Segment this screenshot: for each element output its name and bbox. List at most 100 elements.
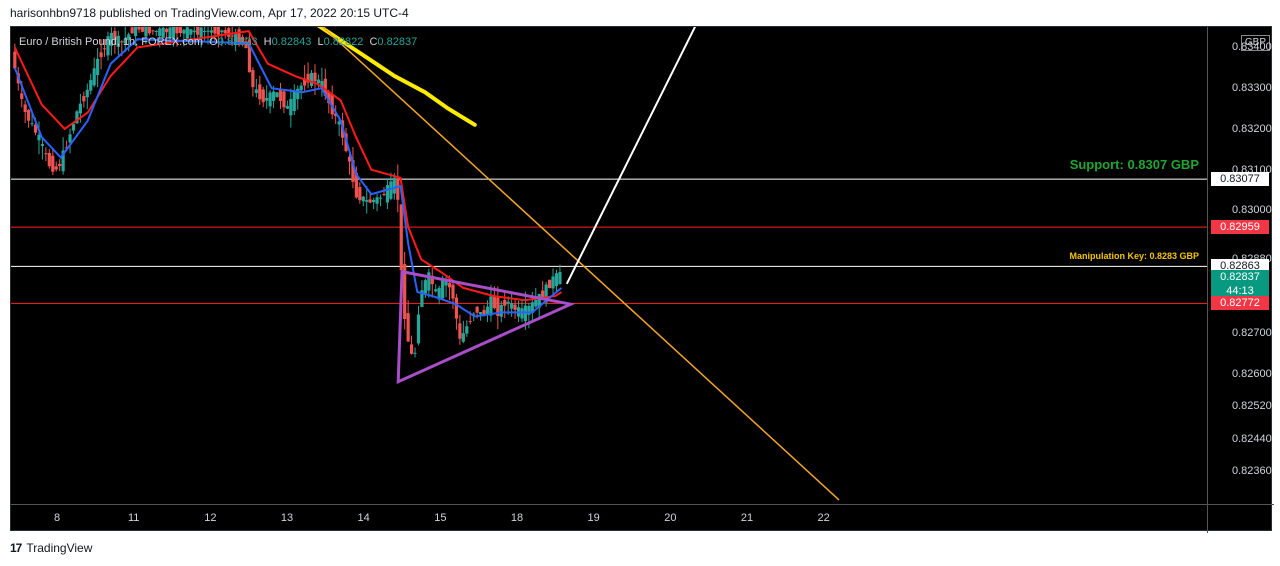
candle-body [271,91,276,101]
price-axis-tick: 0.83400 [1232,41,1272,54]
candle-body [420,290,424,308]
candle-body [558,271,562,285]
candle-body [461,333,465,342]
candle-body [64,147,69,149]
candle-body [27,109,31,121]
long-moving-average-line [317,27,477,127]
candle-body [423,280,427,294]
candle-body [351,160,355,182]
candle-body [78,103,82,114]
close-label: C [369,36,378,48]
candle-body [306,73,310,83]
candle-body [47,152,51,167]
candle-body [227,28,231,37]
candle-body [392,177,396,194]
candle-body [347,156,352,162]
candle-body [447,282,452,288]
manipulation-key-annotation[interactable]: Manipulation Key: 0.8283 GBP [1069,251,1199,262]
candle-body [444,281,448,286]
candle-body [475,306,479,313]
candle-body [120,41,124,43]
candle-body [109,32,114,46]
candle-body [192,30,196,33]
symbol-legend: Euro / British Pound, 1h, FOREX.com O0.8… [19,36,417,48]
chart-container[interactable]: Euro / British Pound, 1h, FOREX.com O0.8… [10,26,1274,533]
price-axis-tick: 0.82600 [1232,367,1272,380]
tradingview-wordmark: TradingView [26,541,93,555]
candle-body [44,153,48,155]
candle-body [251,70,255,88]
candle-body [127,34,131,41]
candle-body [182,29,186,34]
candle-body [403,264,407,319]
currency-badge[interactable]: GBP [1240,35,1270,51]
price-axis-tick: 0.82440 [1232,432,1272,445]
candle-body [320,80,324,88]
descending-trendline [321,27,840,501]
candle-body [140,27,145,32]
high-value: 0.82843 [271,36,312,48]
candle-body [292,91,296,112]
candle-body [478,312,483,315]
price-axis[interactable]: GBP 0.83400 0.83300 0.83200 0.83100 0.83000 0… [1207,27,1274,504]
candle-body [472,313,476,315]
price-tag: 0.82863 [1211,259,1269,274]
time-axis[interactable]: 8 11 12 13 14 15 18 19 20 21 22 [11,504,1207,533]
candle-body [178,27,183,34]
candle-body [147,27,151,34]
candle-body [451,284,455,299]
time-axis-tick: 20 [664,512,677,524]
candle-body [499,305,503,317]
candle-body [299,85,303,91]
support-annotation[interactable]: Support: 0.8307 GBP [1069,157,1199,173]
price-axis-tick: 0.82700 [1232,326,1272,339]
time-axis-tick: 19 [587,512,600,524]
price-axis-tick: 0.82520 [1232,400,1272,413]
candle-body [554,273,559,286]
candle-body [278,89,283,101]
symbol-name[interactable]: Euro / British Pound, 1h, FOREX.com [19,36,204,48]
candle-body [209,30,214,33]
tradingview-logo-icon: 17 [10,541,22,555]
candle-body [385,185,390,203]
candle-body [513,304,517,310]
candle-body [368,199,372,203]
candle-body [165,28,169,33]
price-tag: 0.83077 [1211,172,1269,187]
candle-body [71,123,76,131]
candle-body [327,91,331,104]
candle-body [168,27,172,39]
chart-plot-area[interactable]: Euro / British Pound, 1h, FOREX.com O0.8… [11,27,1207,504]
candle-body [54,166,58,170]
candle-body [334,113,338,116]
candle-body [85,89,89,98]
candle-body [382,194,386,196]
candle-body [544,284,548,303]
candle-body [323,78,327,96]
chart-svg[interactable] [11,27,1207,504]
bar-countdown: 44:13 [1226,284,1254,297]
price-tag-value: 0.83077 [1220,173,1260,186]
candle-body [527,305,531,315]
candle-body [240,36,245,44]
candle-body [541,290,545,298]
candle-body [458,323,462,339]
candle-body [244,41,248,49]
time-axis-tick: 12 [204,512,217,524]
candle-body [216,27,220,36]
candle-body [354,172,358,198]
candle-body [89,80,93,91]
time-axis-tick: 11 [127,512,140,524]
candle-body [413,352,417,354]
candle-body [223,30,227,34]
candle-body [372,199,376,203]
candle-body [454,297,459,319]
candle-body [358,187,362,201]
candle-body [282,91,286,108]
candle-body [330,93,334,115]
price-tag: 0.82772 [1211,296,1269,311]
candle-body [137,27,141,30]
candle-body [409,344,414,354]
candle-body [82,96,86,102]
candle-body [530,302,534,314]
